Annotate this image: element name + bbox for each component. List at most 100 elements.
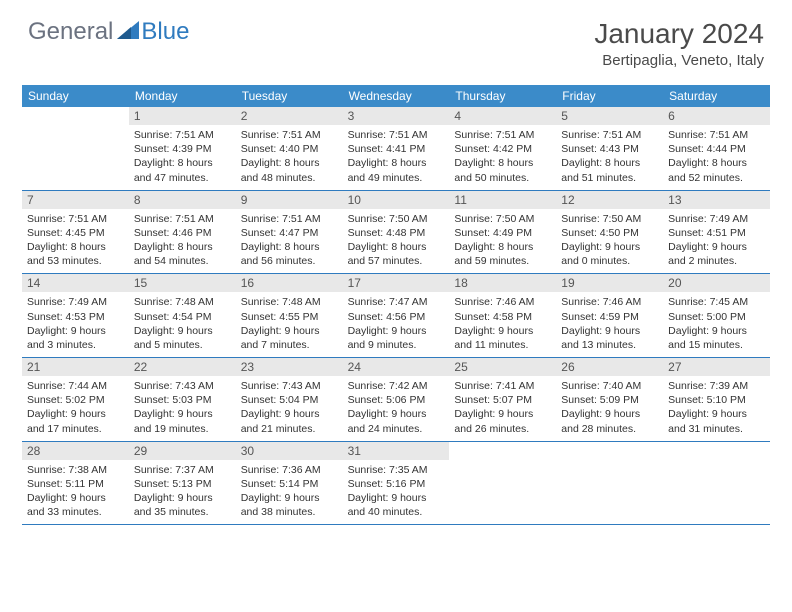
calendar-cell: 9Sunrise: 7:51 AMSunset: 4:47 PMDaylight…	[236, 191, 343, 274]
calendar-cell	[449, 442, 556, 525]
week-row: 14Sunrise: 7:49 AMSunset: 4:53 PMDayligh…	[22, 274, 770, 358]
week-row: 28Sunrise: 7:38 AMSunset: 5:11 PMDayligh…	[22, 442, 770, 526]
day-number: 28	[22, 442, 129, 460]
day-details: Sunrise: 7:51 AMSunset: 4:39 PMDaylight:…	[129, 125, 236, 190]
day-details: Sunrise: 7:46 AMSunset: 4:58 PMDaylight:…	[449, 292, 556, 357]
logo-text-general: General	[28, 18, 113, 46]
calendar-cell: 18Sunrise: 7:46 AMSunset: 4:58 PMDayligh…	[449, 274, 556, 357]
calendar-cell: 31Sunrise: 7:35 AMSunset: 5:16 PMDayligh…	[343, 442, 450, 525]
day-number: 1	[129, 107, 236, 125]
month-title: January 2024	[594, 18, 764, 50]
calendar-cell	[663, 442, 770, 525]
day-details: Sunrise: 7:39 AMSunset: 5:10 PMDaylight:…	[663, 376, 770, 441]
day-details: Sunrise: 7:48 AMSunset: 4:55 PMDaylight:…	[236, 292, 343, 357]
calendar-cell: 10Sunrise: 7:50 AMSunset: 4:48 PMDayligh…	[343, 191, 450, 274]
logo-triangle-icon	[117, 21, 139, 44]
day-details: Sunrise: 7:50 AMSunset: 4:48 PMDaylight:…	[343, 209, 450, 274]
day-details: Sunrise: 7:50 AMSunset: 4:49 PMDaylight:…	[449, 209, 556, 274]
day-header: Sunday	[22, 85, 129, 107]
calendar-cell: 14Sunrise: 7:49 AMSunset: 4:53 PMDayligh…	[22, 274, 129, 357]
day-details: Sunrise: 7:51 AMSunset: 4:43 PMDaylight:…	[556, 125, 663, 190]
day-details: Sunrise: 7:51 AMSunset: 4:44 PMDaylight:…	[663, 125, 770, 190]
day-number: 6	[663, 107, 770, 125]
day-number: 24	[343, 358, 450, 376]
day-number: 25	[449, 358, 556, 376]
calendar-cell: 26Sunrise: 7:40 AMSunset: 5:09 PMDayligh…	[556, 358, 663, 441]
day-number: 14	[22, 274, 129, 292]
day-number: 12	[556, 191, 663, 209]
calendar-cell: 22Sunrise: 7:43 AMSunset: 5:03 PMDayligh…	[129, 358, 236, 441]
day-number: 30	[236, 442, 343, 460]
day-details: Sunrise: 7:41 AMSunset: 5:07 PMDaylight:…	[449, 376, 556, 441]
day-details: Sunrise: 7:51 AMSunset: 4:46 PMDaylight:…	[129, 209, 236, 274]
calendar: SundayMondayTuesdayWednesdayThursdayFrid…	[22, 85, 770, 525]
calendar-cell	[556, 442, 663, 525]
day-number: 29	[129, 442, 236, 460]
calendar-cell: 28Sunrise: 7:38 AMSunset: 5:11 PMDayligh…	[22, 442, 129, 525]
calendar-cell: 1Sunrise: 7:51 AMSunset: 4:39 PMDaylight…	[129, 107, 236, 190]
day-details: Sunrise: 7:51 AMSunset: 4:47 PMDaylight:…	[236, 209, 343, 274]
day-header: Thursday	[449, 85, 556, 107]
day-number: 5	[556, 107, 663, 125]
day-details: Sunrise: 7:51 AMSunset: 4:42 PMDaylight:…	[449, 125, 556, 190]
day-headers-row: SundayMondayTuesdayWednesdayThursdayFrid…	[22, 85, 770, 107]
calendar-cell: 21Sunrise: 7:44 AMSunset: 5:02 PMDayligh…	[22, 358, 129, 441]
day-number	[556, 442, 663, 446]
calendar-cell: 2Sunrise: 7:51 AMSunset: 4:40 PMDaylight…	[236, 107, 343, 190]
day-details: Sunrise: 7:49 AMSunset: 4:53 PMDaylight:…	[22, 292, 129, 357]
day-details: Sunrise: 7:38 AMSunset: 5:11 PMDaylight:…	[22, 460, 129, 525]
calendar-cell: 6Sunrise: 7:51 AMSunset: 4:44 PMDaylight…	[663, 107, 770, 190]
day-number: 17	[343, 274, 450, 292]
week-row: 7Sunrise: 7:51 AMSunset: 4:45 PMDaylight…	[22, 191, 770, 275]
title-block: January 2024 Bertipaglia, Veneto, Italy	[594, 18, 764, 69]
day-number	[449, 442, 556, 446]
day-details: Sunrise: 7:51 AMSunset: 4:45 PMDaylight:…	[22, 209, 129, 274]
day-number: 20	[663, 274, 770, 292]
day-number	[22, 107, 129, 111]
calendar-cell: 12Sunrise: 7:50 AMSunset: 4:50 PMDayligh…	[556, 191, 663, 274]
calendar-cell: 17Sunrise: 7:47 AMSunset: 4:56 PMDayligh…	[343, 274, 450, 357]
day-details: Sunrise: 7:47 AMSunset: 4:56 PMDaylight:…	[343, 292, 450, 357]
day-header: Monday	[129, 85, 236, 107]
day-details: Sunrise: 7:50 AMSunset: 4:50 PMDaylight:…	[556, 209, 663, 274]
week-row: 21Sunrise: 7:44 AMSunset: 5:02 PMDayligh…	[22, 358, 770, 442]
day-details: Sunrise: 7:40 AMSunset: 5:09 PMDaylight:…	[556, 376, 663, 441]
calendar-cell: 3Sunrise: 7:51 AMSunset: 4:41 PMDaylight…	[343, 107, 450, 190]
day-number: 31	[343, 442, 450, 460]
calendar-cell: 5Sunrise: 7:51 AMSunset: 4:43 PMDaylight…	[556, 107, 663, 190]
day-number: 3	[343, 107, 450, 125]
day-details: Sunrise: 7:37 AMSunset: 5:13 PMDaylight:…	[129, 460, 236, 525]
day-number: 21	[22, 358, 129, 376]
calendar-cell: 20Sunrise: 7:45 AMSunset: 5:00 PMDayligh…	[663, 274, 770, 357]
day-number: 22	[129, 358, 236, 376]
day-number: 8	[129, 191, 236, 209]
day-number: 19	[556, 274, 663, 292]
day-details: Sunrise: 7:48 AMSunset: 4:54 PMDaylight:…	[129, 292, 236, 357]
day-number: 11	[449, 191, 556, 209]
day-details: Sunrise: 7:36 AMSunset: 5:14 PMDaylight:…	[236, 460, 343, 525]
calendar-cell: 13Sunrise: 7:49 AMSunset: 4:51 PMDayligh…	[663, 191, 770, 274]
day-header: Wednesday	[343, 85, 450, 107]
day-number: 10	[343, 191, 450, 209]
day-header: Saturday	[663, 85, 770, 107]
day-number: 15	[129, 274, 236, 292]
logo: General Blue	[28, 18, 189, 46]
calendar-cell: 15Sunrise: 7:48 AMSunset: 4:54 PMDayligh…	[129, 274, 236, 357]
calendar-cell: 30Sunrise: 7:36 AMSunset: 5:14 PMDayligh…	[236, 442, 343, 525]
calendar-cell: 7Sunrise: 7:51 AMSunset: 4:45 PMDaylight…	[22, 191, 129, 274]
week-row: 1Sunrise: 7:51 AMSunset: 4:39 PMDaylight…	[22, 107, 770, 191]
day-number: 27	[663, 358, 770, 376]
day-details: Sunrise: 7:45 AMSunset: 5:00 PMDaylight:…	[663, 292, 770, 357]
day-details: Sunrise: 7:51 AMSunset: 4:40 PMDaylight:…	[236, 125, 343, 190]
day-details: Sunrise: 7:44 AMSunset: 5:02 PMDaylight:…	[22, 376, 129, 441]
day-header: Tuesday	[236, 85, 343, 107]
calendar-cell: 24Sunrise: 7:42 AMSunset: 5:06 PMDayligh…	[343, 358, 450, 441]
day-details: Sunrise: 7:46 AMSunset: 4:59 PMDaylight:…	[556, 292, 663, 357]
calendar-cell: 19Sunrise: 7:46 AMSunset: 4:59 PMDayligh…	[556, 274, 663, 357]
day-details: Sunrise: 7:35 AMSunset: 5:16 PMDaylight:…	[343, 460, 450, 525]
day-number: 18	[449, 274, 556, 292]
calendar-cell	[22, 107, 129, 190]
day-number: 2	[236, 107, 343, 125]
day-number: 13	[663, 191, 770, 209]
day-number: 9	[236, 191, 343, 209]
